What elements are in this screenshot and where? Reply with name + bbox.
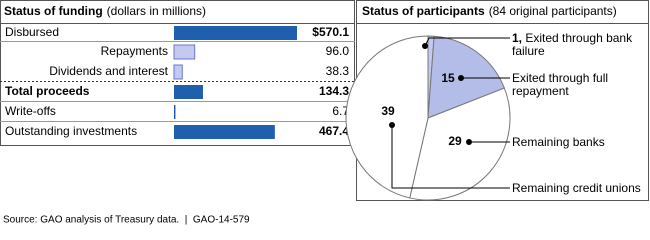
panel-subtitle: (84 original participants) xyxy=(489,4,617,18)
leader-dot xyxy=(389,122,395,128)
slice-category: Remaining banks xyxy=(512,135,605,149)
slice-value: 39 xyxy=(381,104,395,118)
panel-title: Status of funding xyxy=(4,4,103,18)
page: Source: GAO analysis of Treasury data. |… xyxy=(0,0,650,226)
panel-title: Status of participants xyxy=(362,4,485,18)
funding-panel xyxy=(0,0,355,146)
row-label: Disbursed xyxy=(5,25,59,39)
slice-value: 1, xyxy=(512,31,523,45)
value-label: 96.0 xyxy=(326,44,350,58)
bar xyxy=(173,44,196,60)
slice-label: Exited through full repayment xyxy=(512,72,647,98)
bar xyxy=(174,85,203,99)
row-label: Total proceeds xyxy=(5,84,90,98)
slice-label: 1, Exited through bank failure xyxy=(512,32,647,58)
leader-line xyxy=(391,125,510,189)
leader-dot xyxy=(458,75,464,81)
value-label: 134.3 xyxy=(319,84,349,98)
bar xyxy=(174,125,275,139)
pie-slice xyxy=(409,87,511,201)
bar xyxy=(173,64,183,80)
row-label: Repayments xyxy=(101,44,168,58)
bar xyxy=(174,105,176,119)
leader-dot xyxy=(466,139,472,145)
slice-label: Remaining banks xyxy=(512,136,647,149)
value-label: 6.7 xyxy=(332,104,349,118)
pie-slice xyxy=(345,35,429,199)
slice-category: Exited through bank failure xyxy=(512,31,633,58)
slice-label: Remaining credit unions xyxy=(512,182,647,195)
bar xyxy=(174,26,297,40)
row-label: Dividends and interest xyxy=(49,64,168,78)
pie-slice xyxy=(427,35,505,119)
panel-title: Status of funding (dollars in millions) xyxy=(4,4,206,18)
panel-title: Status of participants (84 original parti… xyxy=(362,4,617,18)
row-label: Write-offs xyxy=(5,104,56,118)
slice-value: 29 xyxy=(448,134,462,148)
slice-category: Exited through full repayment xyxy=(512,71,609,98)
slice-value: 15 xyxy=(441,71,455,85)
source: Source: GAO analysis of Treasury data. |… xyxy=(3,215,250,226)
slice-category: Remaining credit unions xyxy=(512,181,641,195)
panel-subtitle: (dollars in millions) xyxy=(107,4,206,18)
chart: Source: GAO analysis of Treasury data. |… xyxy=(0,0,649,226)
leader-dot xyxy=(422,43,428,49)
value-label: 38.3 xyxy=(326,64,350,78)
row-label: Outstanding investments xyxy=(5,124,137,138)
value-label: $570.1 xyxy=(312,25,349,39)
value-label: 467.4 xyxy=(319,124,349,138)
